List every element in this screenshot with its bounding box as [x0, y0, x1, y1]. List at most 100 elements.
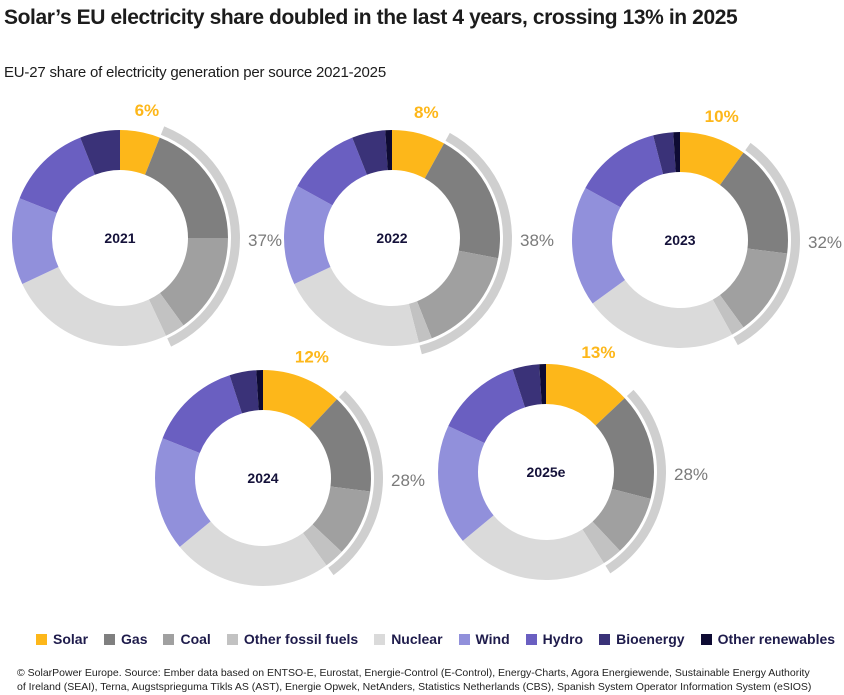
source-line-2: of Ireland (SEAI), Terna, Augstsprieguma… [17, 681, 812, 693]
donut-2021: 2021 6% 37% [12, 101, 282, 347]
legend-label: Wind [475, 631, 510, 647]
slice-coal [159, 238, 228, 326]
slice-other-renewables [385, 130, 392, 171]
slice-other-fossil-fuels [302, 524, 342, 566]
donut-2025e: 2025e 13% 28% [438, 343, 708, 581]
solar-share-label: 8% [414, 103, 439, 122]
source-line-1: © SolarPower Europe. Source: Ember data … [17, 667, 810, 679]
slice-other-fossil-fuels [712, 295, 744, 335]
fossil-share-label: 28% [391, 471, 425, 490]
legend-swatch-gas [104, 633, 116, 645]
legend-swatch-other-renewables [700, 633, 712, 645]
slice-bioenergy [229, 370, 259, 414]
legend-swatch-other-fossil [226, 633, 238, 645]
slice-other-renewables [539, 364, 546, 405]
slice-bioenergy [80, 130, 120, 175]
slice-solar [263, 370, 337, 429]
legend-swatch-nuclear [374, 633, 386, 645]
legend-item-gas: Gas [104, 631, 147, 647]
slice-gas [309, 399, 371, 492]
fossil-bracket-arc [328, 390, 384, 576]
legend: Solar Gas Coal Other fossil fuels Nuclea… [36, 631, 844, 647]
slice-coal [592, 488, 651, 551]
fossil-share-label: 28% [674, 465, 708, 484]
legend-label: Other fossil fuels [243, 631, 359, 647]
slice-other-fossil-fuels [582, 521, 620, 564]
slice-hydro [448, 369, 525, 444]
slice-wind [438, 426, 494, 541]
legend-swatch-hydro [525, 633, 537, 645]
slice-bioenergy [352, 130, 388, 175]
chart-subtitle: EU-27 share of electricity generation pe… [4, 64, 386, 81]
donut-2024: 2024 12% 28% [154, 348, 425, 587]
solar-share-label: 6% [135, 101, 160, 120]
legend-label: Gas [121, 631, 148, 647]
solar-share-label: 13% [581, 343, 615, 362]
slice-hydro [162, 375, 242, 453]
slice-wind [284, 185, 333, 284]
year-label: 2023 [664, 232, 695, 248]
fossil-share-label: 38% [520, 231, 554, 250]
slice-nuclear [294, 266, 419, 346]
chart-title: Solar’s EU electricity share doubled in … [4, 6, 738, 29]
slice-other-fossil-fuels [148, 293, 184, 336]
slice-solar [680, 132, 744, 185]
legend-label: Other renewables [717, 631, 836, 647]
legend-item-coal: Coal [163, 631, 211, 647]
legend-swatch-wind [458, 633, 470, 645]
slice-coal [417, 250, 499, 339]
slice-hydro [19, 137, 95, 213]
legend-label: Nuclear [391, 631, 443, 647]
fossil-share-label: 37% [248, 231, 282, 250]
slice-wind [154, 438, 211, 547]
slice-bioenergy [512, 364, 542, 408]
legend-swatch-bioenergy [599, 633, 611, 645]
legend-item-nuclear: Nuclear [374, 631, 443, 647]
legend-label: Hydro [542, 631, 584, 647]
fossil-bracket-arc [419, 132, 513, 355]
slice-wind [12, 198, 59, 284]
source-footer: © SolarPower Europe. Source: Ember data … [17, 666, 844, 694]
legend-label: Coal [180, 631, 211, 647]
legend-item-solar: Solar [36, 631, 88, 647]
slice-gas [719, 152, 788, 254]
legend-item-bioenergy: Bioenergy [599, 631, 685, 647]
slice-gas [145, 137, 228, 238]
slice-solar [392, 130, 445, 179]
legend-label: Solar [53, 631, 89, 647]
donut-2022: 2022 8% 38% [284, 103, 554, 355]
legend-label: Bioenergy [616, 631, 685, 647]
slice-nuclear [22, 266, 166, 346]
slice-wind [572, 187, 625, 304]
slice-hydro [297, 137, 367, 206]
slice-solar [120, 130, 160, 175]
solar-share-label: 10% [705, 107, 739, 126]
slice-coal [719, 248, 788, 328]
legend-item-hydro: Hydro [525, 631, 584, 647]
year-label: 2024 [247, 470, 278, 486]
slice-other-renewables [673, 132, 680, 173]
slice-other-renewables [256, 370, 263, 411]
legend-item-wind: Wind [458, 631, 510, 647]
legend-item-other-fossil: Other fossil fuels [226, 631, 359, 647]
slice-nuclear [462, 515, 604, 581]
slice-nuclear [592, 279, 733, 348]
fossil-share-label: 32% [808, 233, 842, 252]
legend-item-other-renewables: Other renewables [700, 631, 836, 647]
year-label: 2022 [376, 230, 407, 246]
slice-nuclear [179, 521, 327, 587]
solar-share-label: 12% [295, 348, 329, 367]
donut-2023: 2023 10% 32% [572, 107, 842, 348]
legend-swatch-solar [36, 633, 47, 645]
fossil-bracket-arc [733, 142, 801, 346]
slice-hydro [585, 135, 664, 208]
fossil-bracket-arc [605, 389, 666, 574]
slice-gas [424, 143, 501, 259]
slice-coal [312, 486, 371, 552]
year-label: 2025e [527, 464, 566, 480]
slice-bioenergy [653, 132, 676, 175]
fossil-bracket-arc [160, 126, 241, 347]
slice-solar [546, 364, 625, 426]
legend-swatch-coal [163, 633, 175, 645]
